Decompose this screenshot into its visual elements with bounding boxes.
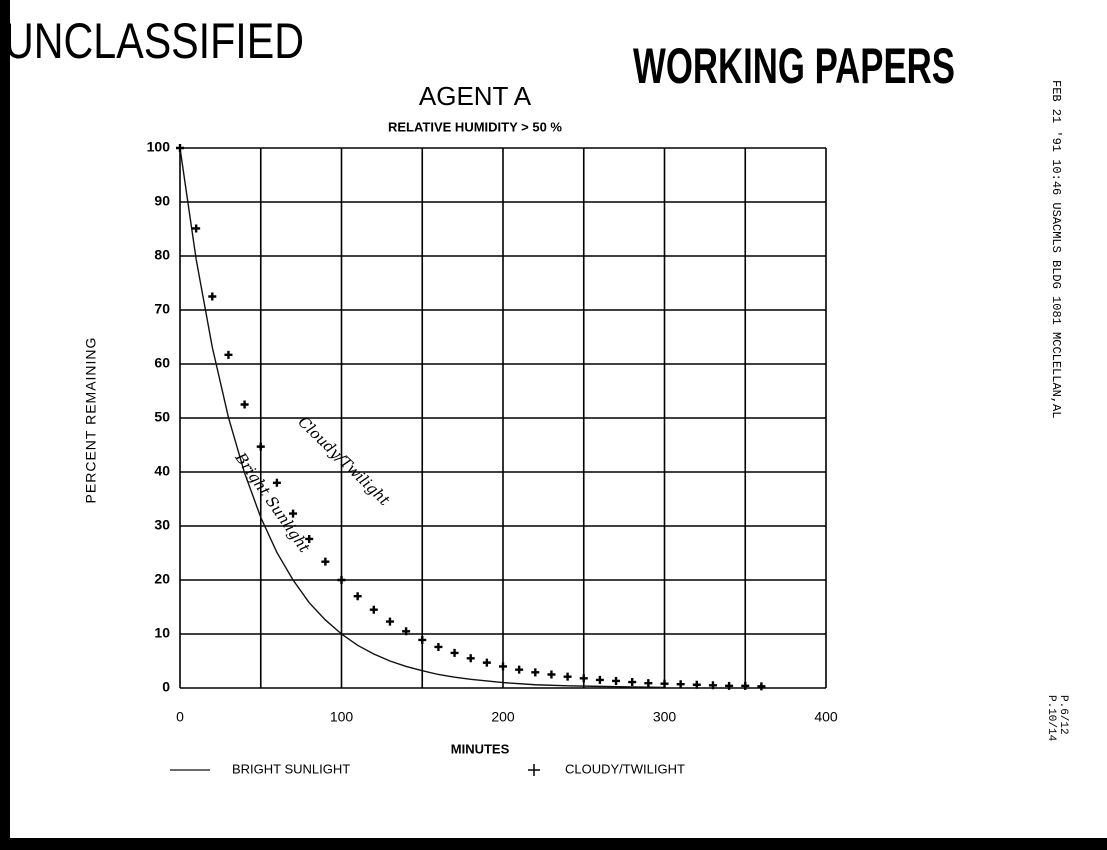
data-point <box>692 680 701 689</box>
y-tick-label: 30 <box>154 517 170 533</box>
data-point <box>402 627 411 636</box>
data-point <box>612 676 621 685</box>
data-point <box>547 670 556 679</box>
y-axis-label: PERCENT REMAINING <box>83 337 99 504</box>
data-point <box>321 557 330 566</box>
page-number: P.6/12 <box>1057 695 1069 735</box>
data-point <box>563 672 572 681</box>
y-tick-label: 50 <box>154 409 170 425</box>
x-tick-label: 400 <box>814 709 838 725</box>
data-point <box>192 224 201 233</box>
y-tick-label: 20 <box>154 571 170 587</box>
y-tick-label: 10 <box>154 625 170 641</box>
x-tick-label: 300 <box>653 709 677 725</box>
x-tick-label: 0 <box>176 709 184 725</box>
chart-subtitle: RELATIVE HUMIDITY > 50 % <box>388 119 562 134</box>
data-point <box>482 658 491 667</box>
x-axis-label: MINUTES <box>451 741 510 756</box>
y-tick-label: 0 <box>162 679 170 695</box>
data-point <box>434 642 443 651</box>
y-tick-label: 90 <box>154 193 170 209</box>
data-point <box>418 635 427 644</box>
data-point <box>208 292 217 301</box>
data-point <box>176 144 184 152</box>
data-point <box>305 534 314 543</box>
data-point <box>272 478 281 487</box>
data-point <box>256 442 265 451</box>
data-point <box>369 605 378 614</box>
data-point <box>499 662 507 671</box>
data-point <box>725 681 734 690</box>
stamp-working-papers: WORKING PAPERS <box>633 38 955 94</box>
legend-label: BRIGHT SUNLIGHT <box>232 761 350 776</box>
data-point <box>741 681 750 690</box>
y-tick-label: 80 <box>154 247 170 263</box>
page-number: P.10/14 <box>1045 695 1057 742</box>
y-tick-label: 40 <box>154 463 170 479</box>
y-tick-label: 60 <box>154 355 170 371</box>
data-point <box>450 648 459 657</box>
data-point <box>708 681 717 690</box>
stamp-unclassified: UNCLASSIFIED <box>4 13 304 69</box>
data-point <box>531 668 540 677</box>
data-point <box>628 678 637 687</box>
chart-title: AGENT A <box>419 81 532 111</box>
data-point <box>644 679 653 688</box>
scan-border-bottom <box>0 838 1107 850</box>
data-point <box>466 654 475 663</box>
data-point <box>757 682 766 691</box>
data-point <box>515 665 524 674</box>
data-line <box>179 147 665 689</box>
x-tick-label: 200 <box>491 709 515 725</box>
legend-label: CLOUDY/TWILIGHT <box>565 761 685 776</box>
data-point <box>385 617 394 626</box>
data-point <box>240 400 249 409</box>
data-point <box>353 592 362 601</box>
data-point <box>676 680 685 689</box>
data-point <box>224 350 233 359</box>
y-tick-label: 100 <box>147 139 171 155</box>
data-point <box>579 674 588 683</box>
fax-header: FEB 21 '91 10:46 USACMLS BLDG 1081 MCCLE… <box>1049 80 1063 418</box>
legend-symbol <box>528 764 540 776</box>
y-tick-label: 70 <box>154 301 170 317</box>
scan-border-left <box>0 0 10 850</box>
x-tick-label: 100 <box>330 709 354 725</box>
data-point <box>337 576 346 584</box>
data-point <box>595 675 604 684</box>
data-point <box>289 509 298 518</box>
data-point <box>660 679 669 688</box>
